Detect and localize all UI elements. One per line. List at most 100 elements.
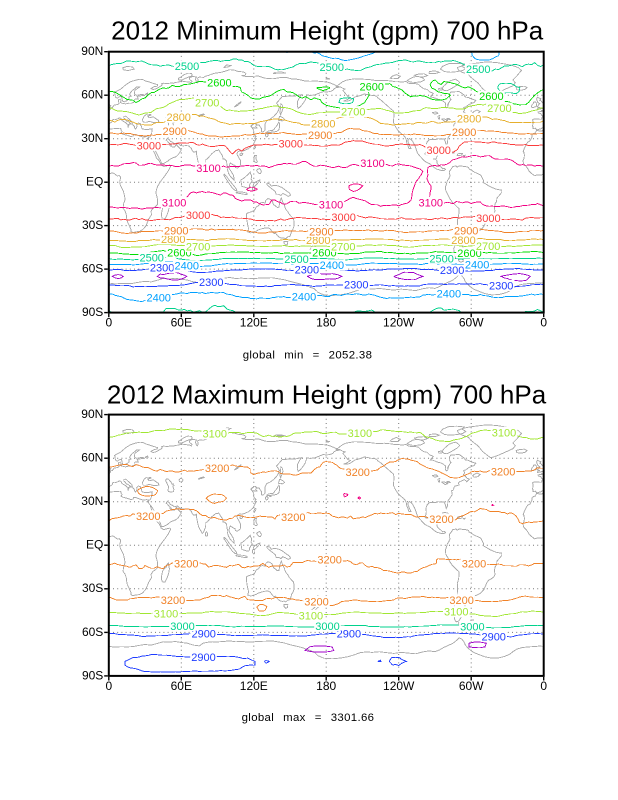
svg-text:3200: 3200 (429, 514, 453, 526)
svg-text:3100: 3100 (492, 427, 516, 439)
svg-text:60W: 60W (459, 679, 484, 693)
svg-text:3200: 3200 (345, 467, 369, 479)
svg-text:global max = 3301.66: global max = 3301.66 (242, 712, 375, 724)
svg-text:2300: 2300 (295, 265, 319, 277)
svg-text:2400: 2400 (175, 261, 199, 273)
svg-text:2500: 2500 (466, 64, 490, 76)
svg-text:3000: 3000 (137, 140, 161, 152)
svg-text:2500: 2500 (320, 62, 344, 74)
svg-text:0: 0 (540, 679, 547, 693)
svg-text:3000: 3000 (426, 145, 450, 157)
svg-text:3100: 3100 (203, 429, 227, 441)
svg-text:2300: 2300 (344, 280, 368, 292)
svg-text:120E: 120E (240, 316, 268, 330)
svg-text:3000: 3000 (460, 621, 484, 633)
svg-text:2400: 2400 (146, 293, 170, 305)
svg-text:2700: 2700 (487, 103, 511, 115)
svg-text:2500: 2500 (175, 61, 199, 73)
svg-text:180: 180 (316, 316, 336, 330)
svg-text:3200: 3200 (317, 555, 341, 567)
svg-text:2500: 2500 (139, 253, 163, 265)
svg-text:2900: 2900 (337, 629, 361, 641)
svg-text:2700: 2700 (186, 242, 210, 254)
svg-text:2900: 2900 (454, 225, 478, 237)
svg-text:2800: 2800 (166, 112, 190, 124)
svg-text:60N: 60N (81, 451, 103, 465)
svg-text:EQ: EQ (86, 175, 103, 189)
svg-text:90S: 90S (82, 305, 103, 319)
svg-text:60W: 60W (459, 316, 484, 330)
svg-text:3100: 3100 (162, 198, 186, 210)
svg-text:120E: 120E (240, 679, 268, 693)
svg-text:60N: 60N (81, 88, 103, 102)
svg-text:3200: 3200 (205, 463, 229, 475)
svg-text:3000: 3000 (315, 621, 339, 633)
svg-text:2300: 2300 (440, 265, 464, 277)
svg-text:3100: 3100 (319, 200, 343, 212)
svg-text:90N: 90N (81, 44, 103, 58)
svg-text:120W: 120W (383, 316, 415, 330)
svg-text:2500: 2500 (429, 253, 453, 265)
svg-text:2900: 2900 (308, 130, 332, 142)
svg-text:2900: 2900 (309, 227, 333, 239)
svg-text:2400: 2400 (292, 292, 316, 304)
svg-text:2800: 2800 (161, 234, 185, 246)
svg-text:0: 0 (105, 316, 112, 330)
svg-text:30S: 30S (82, 218, 103, 232)
svg-text:3200: 3200 (174, 558, 198, 570)
svg-text:2012 Maximum Height (gpm) 700: 2012 Maximum Height (gpm) 700 hPa (107, 380, 547, 410)
svg-text:60S: 60S (82, 262, 103, 276)
svg-text:2700: 2700 (195, 97, 219, 109)
svg-text:90N: 90N (81, 407, 103, 421)
svg-text:2800: 2800 (457, 114, 481, 126)
svg-text:2700: 2700 (341, 107, 365, 119)
svg-text:2800: 2800 (451, 235, 475, 247)
svg-text:3000: 3000 (279, 138, 303, 150)
svg-text:3200: 3200 (462, 559, 486, 571)
svg-text:2600: 2600 (360, 82, 384, 94)
svg-text:3100: 3100 (419, 197, 443, 209)
svg-text:0: 0 (540, 316, 547, 330)
svg-text:2600: 2600 (207, 78, 231, 90)
svg-text:3100: 3100 (348, 428, 372, 440)
svg-text:2900: 2900 (481, 631, 505, 643)
svg-text:2300: 2300 (150, 263, 174, 275)
svg-text:60S: 60S (82, 625, 103, 639)
svg-text:3000: 3000 (186, 210, 210, 222)
svg-text:120W: 120W (383, 679, 415, 693)
svg-text:3200: 3200 (491, 467, 515, 479)
svg-text:2800: 2800 (311, 119, 335, 131)
svg-text:3000: 3000 (170, 621, 194, 633)
svg-text:2900: 2900 (162, 126, 186, 138)
svg-text:60E: 60E (171, 316, 192, 330)
svg-text:3200: 3200 (449, 595, 473, 607)
svg-text:2700: 2700 (331, 241, 355, 253)
svg-text:3100: 3100 (196, 163, 220, 175)
svg-text:90S: 90S (82, 668, 103, 682)
svg-text:2400: 2400 (465, 260, 489, 272)
svg-text:EQ: EQ (86, 538, 103, 552)
svg-text:2700: 2700 (476, 241, 500, 253)
svg-text:3100: 3100 (444, 607, 468, 619)
svg-text:3100: 3100 (360, 158, 384, 170)
svg-text:2600: 2600 (479, 91, 503, 103)
svg-text:3000: 3000 (476, 213, 500, 225)
svg-text:2300: 2300 (489, 281, 513, 293)
svg-text:60E: 60E (171, 679, 192, 693)
svg-text:2400: 2400 (320, 260, 344, 272)
svg-text:global min = 2052.38: global min = 2052.38 (243, 350, 373, 362)
svg-text:2012 Minimum Height (gpm) 700: 2012 Minimum Height (gpm) 700 hPa (111, 16, 544, 46)
svg-text:2900: 2900 (191, 652, 215, 664)
svg-text:3000: 3000 (331, 212, 355, 224)
svg-text:3200: 3200 (304, 597, 328, 609)
svg-text:30S: 30S (82, 581, 103, 595)
svg-text:2900: 2900 (452, 127, 476, 139)
svg-text:0: 0 (105, 679, 112, 693)
svg-text:2500: 2500 (284, 254, 308, 266)
svg-text:3200: 3200 (161, 595, 185, 607)
svg-text:2800: 2800 (306, 235, 330, 247)
svg-text:3200: 3200 (281, 512, 305, 524)
svg-text:3200: 3200 (136, 511, 160, 523)
svg-text:3100: 3100 (154, 609, 178, 621)
svg-text:30N: 30N (81, 494, 103, 508)
